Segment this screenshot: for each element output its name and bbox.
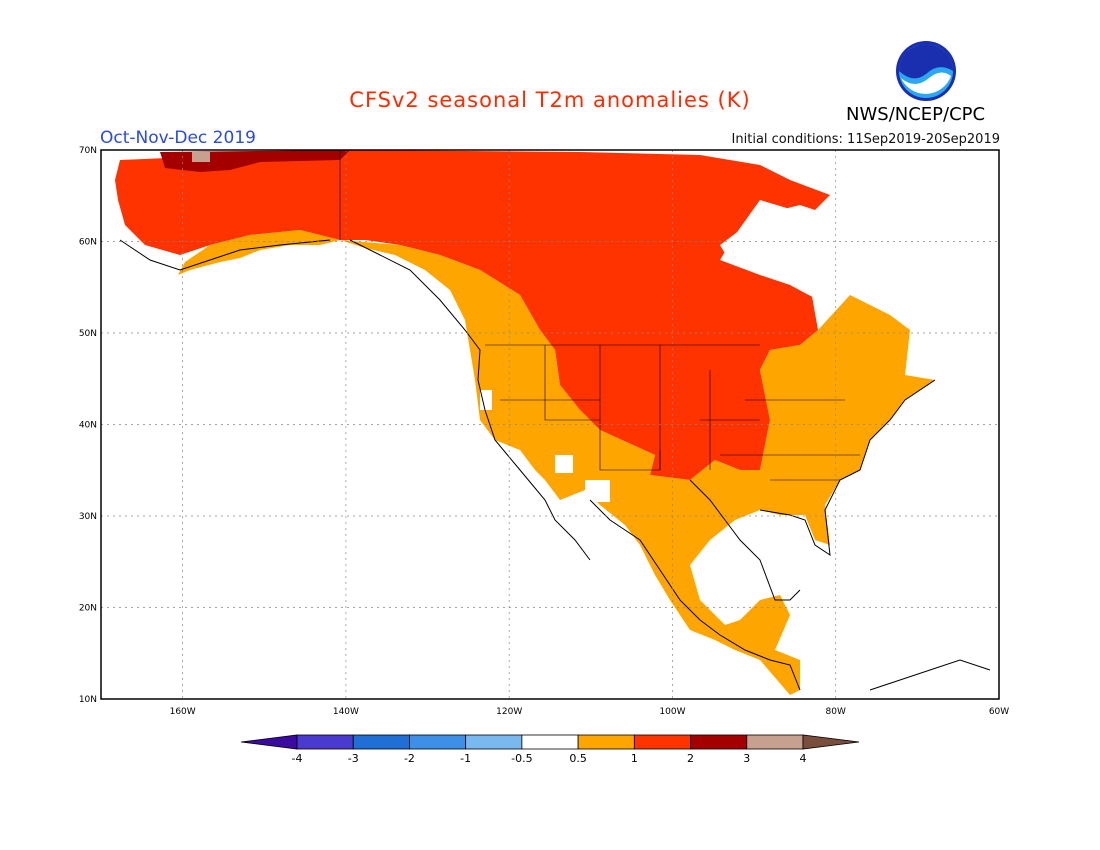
gridlines (101, 150, 999, 699)
colorbar-label: 4 (800, 752, 807, 765)
latitude-labels: 70N 60N 50N 40N 30N 20N 10N (79, 146, 97, 705)
map-title: CFSv2 seasonal T2m anomalies (K) (349, 88, 751, 112)
colorbar-label: -2 (404, 752, 415, 765)
neutral-patch (555, 455, 573, 473)
initial-conditions: Initial conditions: 11Sep2019-20Sep2019 (731, 132, 1000, 147)
lat-label: 30N (79, 512, 97, 522)
lon-label: 80W (826, 707, 846, 717)
lat-label: 10N (79, 695, 97, 705)
coastlines (119, 239, 991, 691)
colorbar-label: -0.5 (511, 752, 532, 765)
lat-label: 50N (79, 329, 97, 339)
agency-label: NWS/NCEP/CPC (846, 104, 986, 125)
colorbar-segment (409, 734, 467, 750)
hudson-bay (720, 205, 850, 300)
colorbar: -4 -3 -2 -1 -0.5 0.5 1 2 3 4 (240, 734, 860, 765)
forecast-period: Oct-Nov-Dec 2019 (100, 128, 256, 148)
colorbar-segment (802, 734, 860, 750)
colorbar-segment (633, 734, 691, 750)
lat-label: 20N (79, 604, 97, 614)
colorbar-segment (240, 734, 298, 750)
colorbar-label: 2 (687, 752, 694, 765)
state-boundaries (339, 150, 860, 481)
lon-label: 140W (333, 707, 359, 717)
lon-label: 160W (170, 707, 196, 717)
neutral-patch (480, 390, 492, 410)
colorbar-segment (296, 734, 354, 750)
neutral-patch (585, 480, 610, 502)
lat-label: 60N (79, 238, 97, 248)
colorbar-segment (690, 734, 748, 750)
lon-label: 100W (659, 707, 685, 717)
anomaly-region-0p5to1 (340, 240, 935, 695)
anomaly-region-1to2 (115, 150, 830, 480)
colorbar-label: 3 (743, 752, 750, 765)
colorbar-label: 1 (631, 752, 638, 765)
colorbar-label: -4 (292, 752, 303, 765)
colorbar-segment (521, 734, 579, 750)
colorbar-segment (352, 734, 410, 750)
longitude-labels: 160W 140W 120W 100W 80W 60W (170, 707, 1010, 717)
colorbar-label: -1 (460, 752, 471, 765)
colorbar-segment (577, 734, 635, 750)
colorbar-segment (465, 734, 523, 750)
colorbar-segment (746, 734, 804, 750)
colorbar-label: 0.5 (569, 752, 587, 765)
lon-label: 60W (989, 707, 1009, 717)
anomaly-region-3to4 (192, 152, 210, 162)
lat-label: 40N (79, 421, 97, 431)
map-frame (100, 149, 1000, 700)
noaa-logo-icon (896, 41, 956, 101)
lon-label: 120W (496, 707, 522, 717)
lat-label: 70N (79, 146, 97, 156)
colorbar-label: -3 (348, 752, 359, 765)
